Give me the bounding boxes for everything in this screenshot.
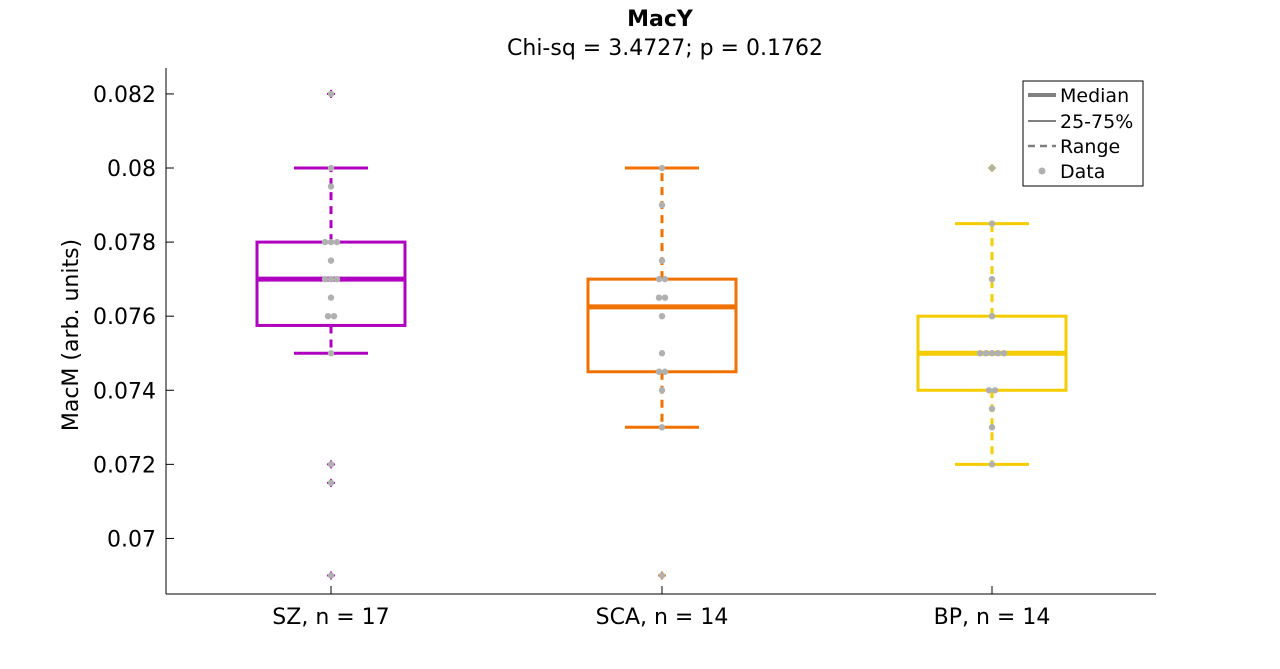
- legend-range-label: Range: [1060, 136, 1120, 158]
- axes: 0.07 0.072 0.074 0.076 0.078 0.08 0.082 SZ, n =…: [93, 68, 1156, 630]
- data-point: [327, 294, 335, 301]
- data-point: [988, 424, 996, 431]
- data-point: [988, 461, 996, 468]
- data-point: [661, 275, 669, 283]
- legend-iqr-label: 25-75%: [1060, 111, 1133, 133]
- data-point: [658, 201, 666, 209]
- data-point: [655, 275, 663, 283]
- data-point: [327, 90, 335, 98]
- data-point: [327, 164, 335, 172]
- data-point: [988, 164, 996, 172]
- data-point: [661, 294, 669, 301]
- y-tick-label: 0.074: [93, 379, 156, 404]
- x-tick-label: SCA, n = 14: [596, 605, 729, 630]
- data-point: [330, 312, 338, 320]
- data-point: [327, 350, 335, 357]
- iqr-box: [255, 240, 407, 327]
- data-point: [658, 387, 666, 394]
- data-point: [1000, 350, 1008, 357]
- data-point: [655, 294, 663, 301]
- data-point: [327, 238, 335, 246]
- data-point: [333, 275, 341, 283]
- data-point: [658, 424, 666, 431]
- box-group: [255, 89, 407, 580]
- data-point: [321, 275, 329, 283]
- data-point: [994, 350, 1002, 357]
- chart-subtitle: Chi-sq = 3.4727; p = 0.1762: [507, 36, 823, 61]
- data-point: [327, 479, 335, 487]
- box-group: [586, 166, 738, 580]
- data-point: [988, 275, 996, 283]
- y-tick-label: 0.076: [93, 305, 156, 330]
- iqr-box: [586, 277, 738, 374]
- data-point: [988, 312, 996, 320]
- data-point: [327, 183, 335, 190]
- x-tick-label: BP, n = 14: [934, 605, 1051, 630]
- data-point: [982, 350, 990, 357]
- data-point: [661, 368, 669, 375]
- y-tick-label: 0.078: [93, 231, 156, 256]
- legend: Median 25-75% Range Data: [1022, 80, 1144, 187]
- data-point: [327, 461, 335, 468]
- data-point: [985, 387, 993, 394]
- data-point: [327, 257, 335, 264]
- data-point: [658, 312, 666, 320]
- data-point: [658, 257, 666, 264]
- data-point: [976, 350, 984, 357]
- legend-median-label: Median: [1060, 85, 1129, 107]
- y-tick-label: 0.07: [107, 527, 156, 552]
- y-tick-label: 0.082: [93, 83, 156, 108]
- data-point: [327, 275, 335, 283]
- data-point: [655, 368, 663, 375]
- data-points-layer: [321, 90, 1008, 579]
- y-tick-label: 0.08: [107, 157, 156, 182]
- legend-data-swatch: [1038, 167, 1046, 175]
- data-point: [988, 350, 996, 357]
- data-point: [324, 312, 332, 320]
- legend-data-label: Data: [1060, 161, 1105, 183]
- data-point: [991, 387, 999, 394]
- y-tick-label: 0.072: [93, 453, 156, 478]
- data-point: [333, 238, 341, 246]
- y-axis-label: MacM (arb. units): [59, 239, 84, 431]
- data-point: [658, 350, 666, 357]
- data-point: [658, 164, 666, 172]
- boxes-layer: [255, 89, 1068, 580]
- data-point: [327, 572, 335, 579]
- data-point: [988, 220, 996, 227]
- data-point: [658, 572, 666, 579]
- x-tick-label: SZ, n = 17: [272, 605, 389, 630]
- data-point: [988, 405, 996, 412]
- chart-title: MacY: [627, 7, 694, 32]
- data-point: [321, 238, 329, 246]
